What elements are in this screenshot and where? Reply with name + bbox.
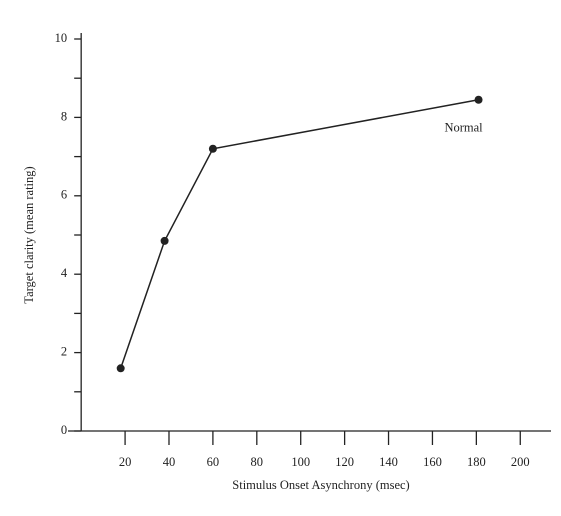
y-tick-label: 2: [61, 344, 67, 358]
x-tick-label: 200: [511, 455, 530, 469]
x-tick-label: 60: [207, 455, 220, 469]
x-tick-label: 40: [163, 455, 176, 469]
x-tick-label: 100: [291, 455, 310, 469]
series-label: Normal: [444, 121, 483, 135]
x-tick-label: 180: [467, 455, 486, 469]
x-tick-label: 120: [335, 455, 354, 469]
data-point: [160, 236, 169, 245]
x-axis-label: Stimulus Onset Asynchrony (msec): [232, 478, 409, 492]
y-tick-label: 6: [61, 188, 67, 202]
data-point: [474, 95, 483, 104]
x-tick-label: 140: [379, 455, 398, 469]
x-tick-label: 160: [423, 455, 442, 469]
y-tick-label: 10: [55, 31, 68, 45]
y-tick-label: 4: [61, 266, 68, 280]
data-point: [116, 364, 125, 373]
data-point: [208, 144, 217, 153]
x-tick-label: 80: [251, 455, 264, 469]
y-tick-label: 0: [61, 423, 67, 437]
y-axis-label: Target clarity (mean rating): [22, 166, 36, 303]
series-line: [119, 99, 479, 369]
x-tick-label: 20: [119, 455, 132, 469]
y-tick-label: 8: [61, 109, 67, 123]
